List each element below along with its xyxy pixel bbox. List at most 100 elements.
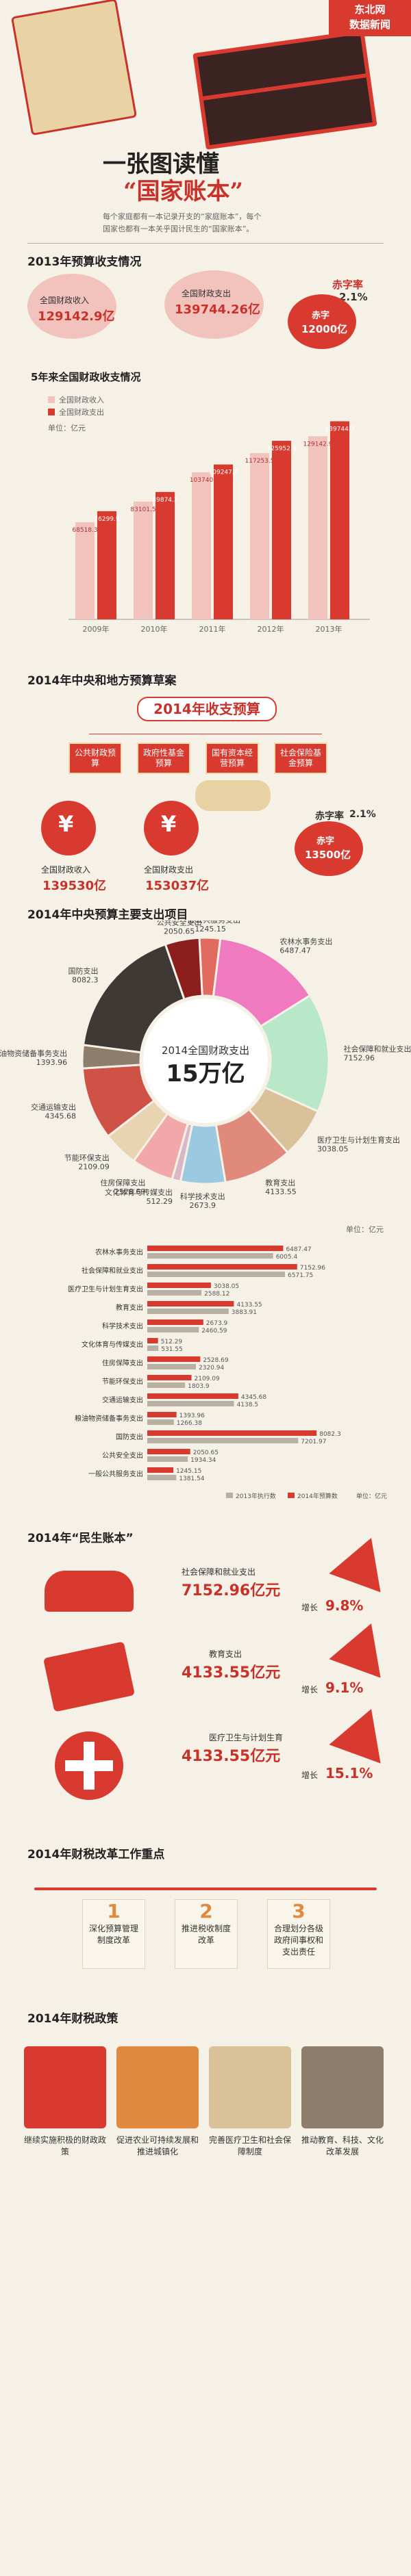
- compare-bar-3-0: [147, 1301, 234, 1306]
- donut-value-7: 2528.69: [114, 1187, 146, 1196]
- compare-bar-10-1: [147, 1438, 299, 1443]
- compare-cat-1: 社会保障和就业支出: [82, 1266, 143, 1275]
- compare-value-10-1: 7201.97: [301, 1439, 326, 1445]
- compare-bar-1-1: [147, 1272, 286, 1277]
- compare-value-11-1: 1934.34: [190, 1457, 216, 1464]
- reform-num-2: 2: [199, 1900, 213, 1922]
- bar-value-0-0: 68518.3: [72, 527, 97, 534]
- compare-value-3-1: 3883.91: [232, 1309, 257, 1316]
- donut-label-0: 一般公共服务支出: [180, 920, 240, 925]
- book-icon: [42, 1641, 136, 1712]
- policy-icon-1: [24, 2046, 106, 2128]
- compare-bar-6-0: [147, 1356, 201, 1362]
- policy-text-2: 促进农业可持续发展和推进城镇化: [116, 2135, 199, 2156]
- donut-label-3: 医疗卫生与计划生育支出: [317, 1135, 400, 1144]
- compare-value-12-0: 1245.15: [176, 1468, 201, 1475]
- deficit-word-2013: 赤字: [312, 311, 330, 321]
- x-tick-4: 2013年: [316, 624, 342, 634]
- budget-tag-4: 社会保险基金预算: [274, 743, 327, 774]
- deficit-rate-label-2013: 赤字率: [332, 279, 364, 291]
- legend-swatch-1: [48, 409, 55, 415]
- policy-card-3: 完善医疗卫生和社会保障制度: [209, 2046, 291, 2169]
- page-title-line2: “国家账本”: [123, 178, 244, 205]
- compare-cat-5: 文化体育与传媒支出: [82, 1340, 143, 1349]
- compare-bar-2-1: [147, 1290, 202, 1296]
- income-bag-icon: [41, 801, 96, 855]
- deficit-value-2013: 12000亿: [301, 323, 348, 335]
- compare-bar-4-0: [147, 1319, 203, 1325]
- compare-bar-4-1: [147, 1327, 199, 1332]
- page-title-line1: 一张图读懂: [103, 151, 219, 178]
- income-value-2014: 139530亿: [42, 879, 107, 893]
- policy-icon-2: [116, 2046, 199, 2128]
- compare-bar-9-1: [147, 1419, 174, 1425]
- donut-value-9: 4345.68: [45, 1111, 76, 1120]
- compare-value-6-0: 2528.69: [203, 1357, 228, 1364]
- family-icon: [45, 1571, 134, 1612]
- people-label-1: 社会保障和就业支出: [182, 1567, 256, 1577]
- yuan-icon-2: ¥: [161, 811, 177, 837]
- compare-value-8-1: 4138.5: [237, 1402, 259, 1408]
- people-value-1: 7152.96亿元: [182, 1582, 281, 1599]
- donut-value-3: 3038.05: [317, 1144, 349, 1153]
- compare-legend-swatch-0: [226, 1493, 233, 1498]
- reform-text-2: 推进税收制度改革: [181, 1924, 231, 1945]
- bar-2-1: [214, 464, 233, 619]
- section-title-people: 2014年“民生账本”: [27, 1532, 134, 1545]
- donut-value-5: 2673.9: [190, 1201, 216, 1210]
- deficit-rate-2014: 2.1%: [349, 809, 376, 820]
- compare-cat-2: 医疗卫生与计划生育支出: [68, 1285, 143, 1293]
- compare-bar-0-1: [147, 1253, 273, 1259]
- compare-bar-12-0: [147, 1467, 174, 1473]
- policy-card-2: 促进农业可持续发展和推进城镇化: [116, 2046, 199, 2169]
- people-growth-2: 9.1%: [325, 1679, 364, 1696]
- compare-unit: 单位：亿元: [356, 1492, 387, 1500]
- people-label-3: 医疗卫生与计划生育: [209, 1733, 284, 1742]
- policy-card-1: 继续实施积极的财政政策: [24, 2046, 106, 2169]
- compare-cat-10: 国防支出: [116, 1432, 143, 1441]
- compare-value-4-0: 2673.9: [206, 1320, 228, 1327]
- expense-label-2013: 全国财政支出: [182, 289, 232, 298]
- donut-value-4: 4133.55: [265, 1187, 297, 1196]
- compare-cat-0: 农林水事务支出: [95, 1248, 143, 1257]
- people-growth-1: 9.8%: [325, 1597, 364, 1614]
- bar-value-1-0: 83101.5: [130, 506, 155, 513]
- donut-unit: 单位：亿元: [346, 1225, 384, 1234]
- income-label-2013: 全国财政收入: [40, 296, 90, 305]
- x-tick-1: 2010年: [141, 624, 168, 634]
- compare-bar-8-1: [147, 1401, 234, 1406]
- bar-value-3-0: 117253.5: [245, 458, 275, 465]
- compare-value-2-0: 3038.05: [214, 1283, 239, 1290]
- arrow-up-icon-3: [329, 1699, 397, 1764]
- compare-value-10-0: 8082.3: [319, 1431, 341, 1438]
- section-title-reform: 2014年财税改革工作重点: [27, 1848, 165, 1862]
- expense-label-2014: 全国财政支出: [144, 865, 194, 875]
- policy-text-1: 继续实施积极的财政政策: [24, 2135, 107, 2156]
- donut-label-8: 节能环保支出: [64, 1152, 110, 1162]
- bar-value-2-1: 109247.8: [209, 469, 238, 476]
- x-tick-3: 2012年: [258, 624, 284, 634]
- donut-slice-11: [82, 942, 186, 1054]
- donut-label-2: 社会保障和就业支出: [344, 1044, 411, 1053]
- donut-value-11: 8082.3: [72, 975, 99, 984]
- intro-line1: 每个家庭都有一本记录开支的“家庭账本”，每个: [103, 212, 262, 221]
- bar-value-3-1: 125952.9: [267, 446, 297, 452]
- compare-bar-6-1: [147, 1364, 196, 1369]
- compare-value-2-1: 2588.12: [204, 1291, 229, 1298]
- deficit-pig-icon: [288, 294, 356, 349]
- section-title-2014: 2014年中央和地方预算草案: [27, 674, 177, 688]
- legend-swatch-0: [48, 396, 55, 403]
- compare-bar-11-0: [147, 1449, 190, 1454]
- income-label-2014: 全国财政收入: [41, 865, 91, 875]
- expense-bag-icon: [144, 801, 199, 855]
- compare-legend-1: 2014年预算数: [297, 1492, 338, 1500]
- donut-label-12: 公共安全支出: [157, 920, 202, 927]
- compare-bar-0-0: [147, 1246, 284, 1251]
- header-tag: 东北网 数据新闻: [329, 0, 411, 36]
- donut-value-0: 1245.15: [195, 925, 226, 933]
- bar-3-1: [272, 441, 291, 619]
- people-value-3: 4133.55亿元: [182, 1748, 281, 1765]
- policy-icon-3: [209, 2046, 291, 2128]
